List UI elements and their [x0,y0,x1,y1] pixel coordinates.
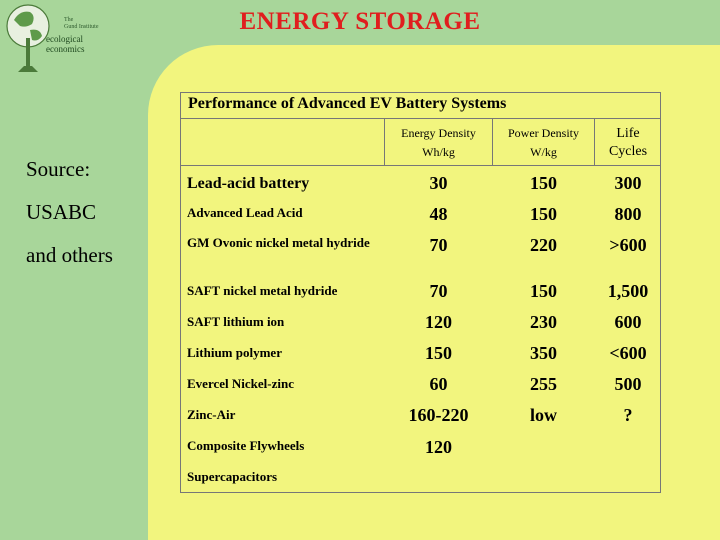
cell-energy: 30 [429,173,448,193]
row-label-composite-flywheels: Composite Flywheels [187,438,305,453]
life-header-unit: Cycles [608,144,648,159]
row-label-supercapacitors: Supercapacitors [187,469,278,484]
cell-energy: 48 [429,204,448,224]
column-header-life: Life Cycles [595,125,661,161]
life-header-title: Life [616,126,640,141]
logo-line1: ecological [46,34,83,44]
logo-wordmark: ecological economics [46,34,85,54]
power-header-unit: W/kg [530,145,557,159]
row-label-zinc-air: Zinc-Air [187,407,236,422]
cell-power: 255 [530,374,557,394]
source-others: and others [26,243,113,267]
energy-header-unit: Wh/kg [422,145,455,159]
cell-power: 150 [530,204,557,224]
source-usabc: USABC [26,200,97,224]
header-divider-2 [492,118,493,166]
cell-life: 1,500 [607,281,649,301]
row-label-saft-lithium-ion: SAFT lithium ion [187,314,285,329]
table-title: Performance of Advanced EV Battery Syste… [188,95,507,112]
title-divider [180,118,661,119]
cell-power: 150 [530,281,557,301]
logo-institute-text: The Gund Institute [64,17,99,31]
cell-power: 150 [530,173,557,193]
cell-power: 230 [530,312,557,332]
row-label-evercel-nickel-zinc: Evercel Nickel-zinc [187,376,294,391]
header-divider [180,165,661,166]
logo-small-line2: Gund Institute [64,24,99,30]
cell-life: 500 [614,374,642,394]
tree-globe-icon [6,4,50,72]
cell-life: <600 [609,343,647,363]
gund-institute-logo: The Gund Institute ecological economics [6,2,116,76]
row-label-advanced-lead-acid: Advanced Lead Acid [187,205,303,220]
cell-energy: 70 [429,235,448,255]
source-label: Source: [26,157,91,181]
cell-energy: 150 [425,343,452,363]
row-label-gm-ovonic: GM Ovonic nickel metal hydride [187,235,370,250]
cell-energy: 160-220 [408,405,469,425]
logo-line2: economics [46,44,85,54]
cell-life: >600 [609,235,647,255]
cell-energy: 120 [425,437,452,457]
cell-energy: 120 [425,312,452,332]
column-header-energy: Energy Density Wh/kg [385,124,492,162]
header-divider-3 [594,118,595,166]
row-label-lead-acid: Lead-acid battery [187,175,310,192]
energy-header-title: Energy Density [401,126,476,140]
top-band [148,0,720,45]
cell-power: low [530,405,557,425]
left-band [0,0,148,540]
row-label-saft-nimh: SAFT nickel metal hydride [187,283,338,298]
band-corner-curve [148,45,288,185]
header-divider-1 [384,118,385,166]
cell-power: 350 [530,343,557,363]
cell-energy: 70 [429,281,448,301]
cell-life: 800 [614,204,642,224]
cell-power: 220 [530,235,557,255]
cell-life: 600 [614,312,642,332]
row-label-lithium-polymer: Lithium polymer [187,345,282,360]
logo-small-line1: The [64,17,74,23]
cell-life: ? [623,405,633,425]
column-header-power: Power Density W/kg [493,124,594,162]
cell-life: 300 [614,173,642,193]
cell-energy: 60 [429,374,448,394]
power-header-title: Power Density [508,126,579,140]
battery-table [180,92,661,493]
page-title: ENERGY STORAGE [239,8,481,35]
